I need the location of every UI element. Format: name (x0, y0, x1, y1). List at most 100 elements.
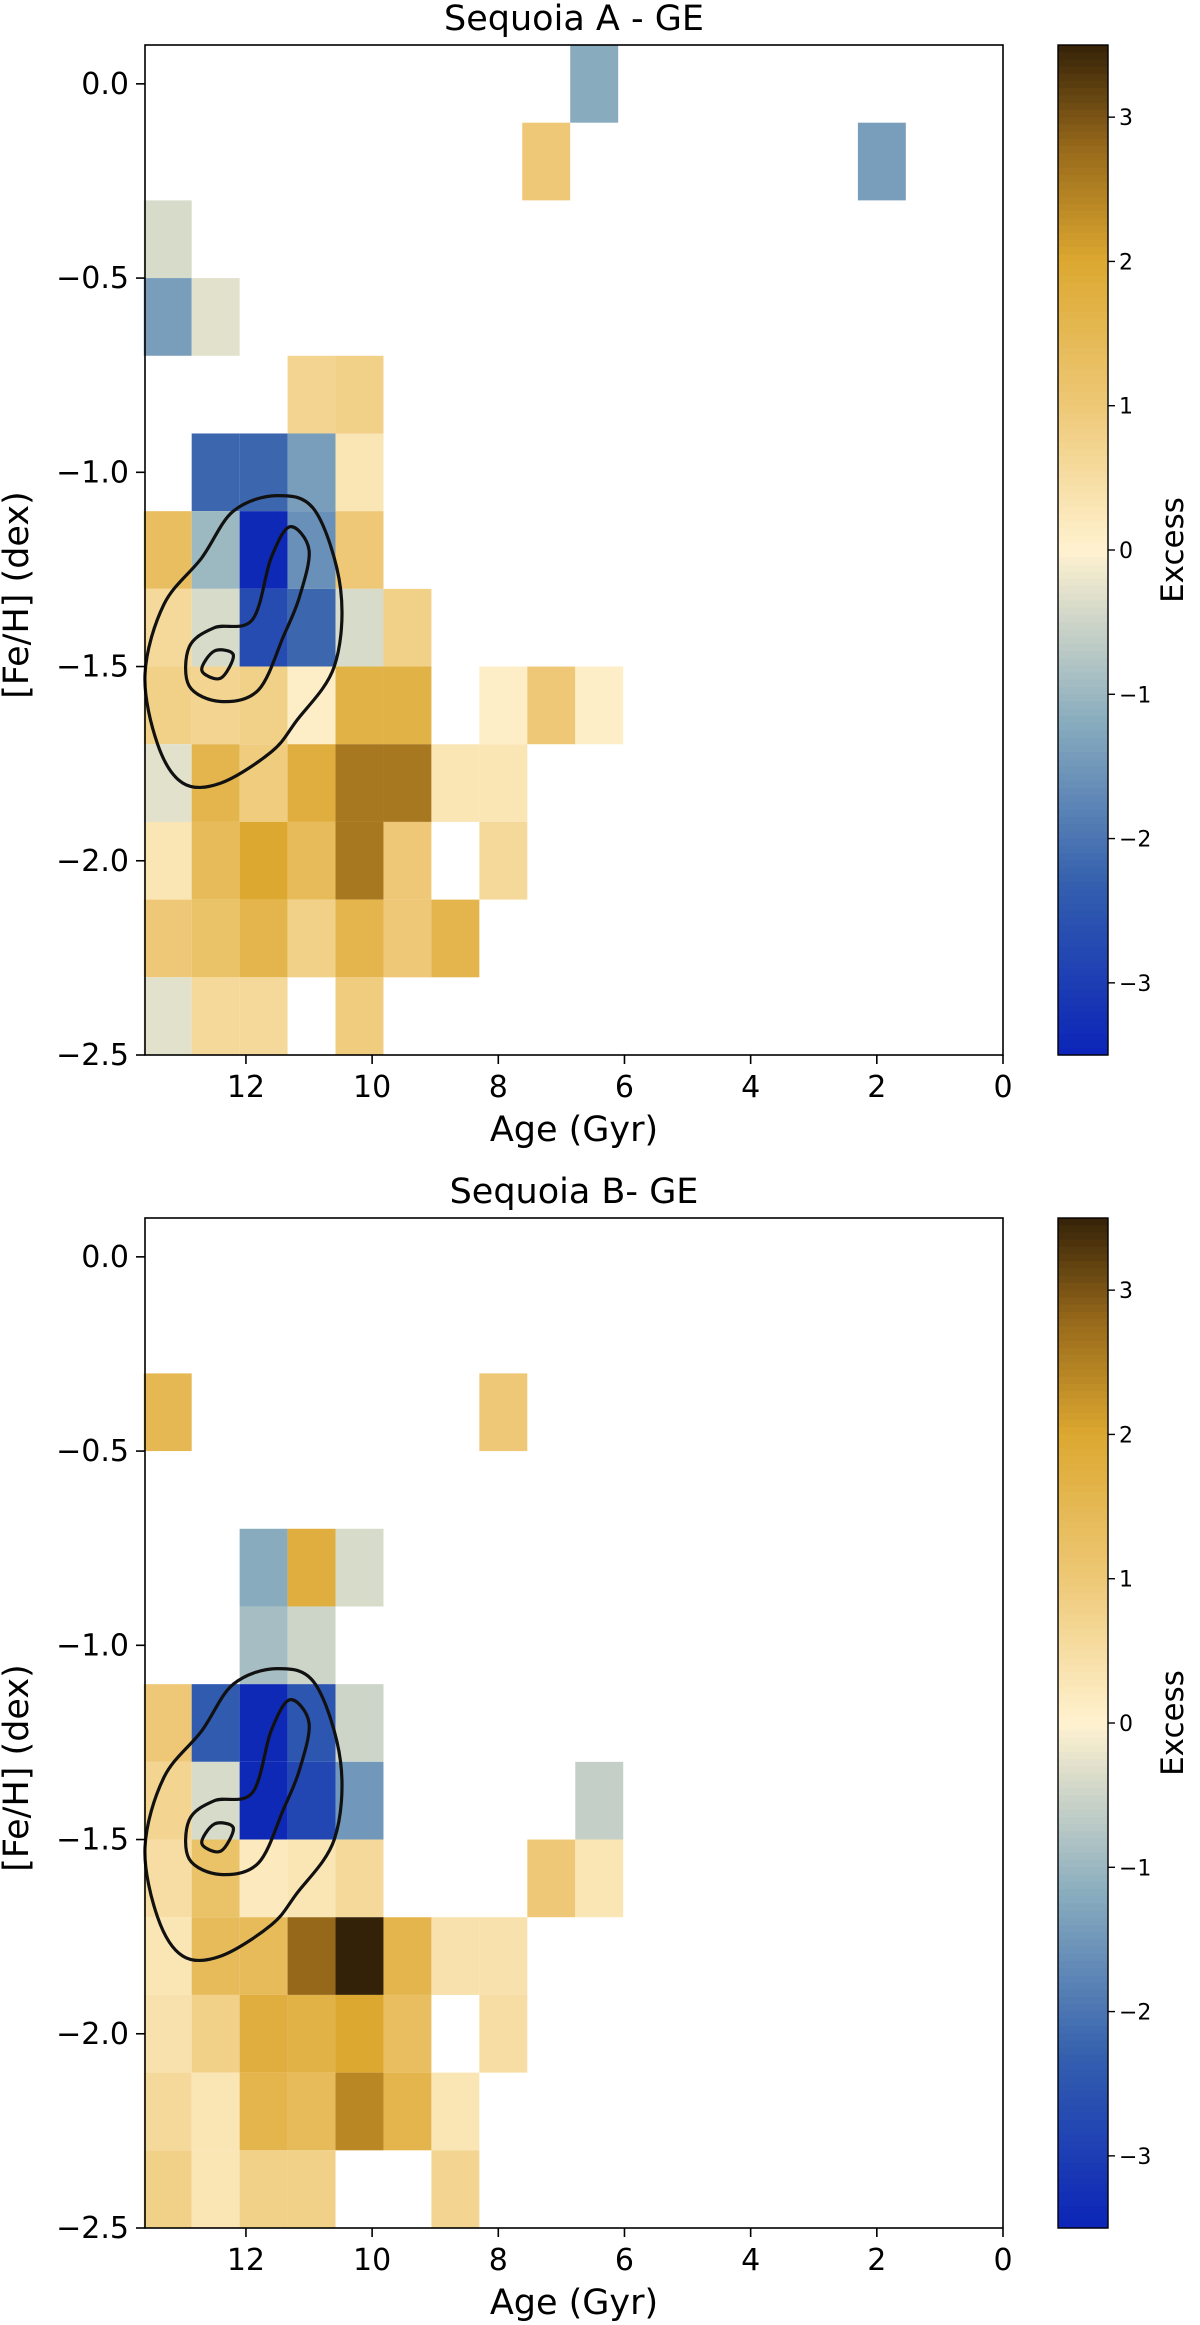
colorbar-segment (1058, 622, 1108, 630)
x-tick-label: 12 (227, 2243, 265, 2278)
heatmap-cell (431, 744, 480, 822)
colorbar-segment (1058, 434, 1108, 443)
colorbar-segment (1058, 1499, 1108, 1508)
colorbar-segment (1058, 45, 1108, 53)
x-tick-label: 4 (741, 2243, 760, 2278)
colorbar-segment (1058, 304, 1108, 313)
heatmap-cell (479, 1373, 528, 1452)
y-tick-label: −2.5 (56, 1038, 129, 1073)
colorbar-segment (1058, 52, 1108, 61)
colorbar-segment (1058, 218, 1108, 226)
heatmap-cell (287, 744, 336, 822)
colorbar-segment (1058, 311, 1108, 320)
colorbar-segment (1058, 1398, 1108, 1407)
colorbar-segment (1058, 1542, 1108, 1551)
colorbar-tick-label: 3 (1119, 106, 1133, 131)
colorbar-segment (1058, 816, 1108, 825)
colorbar-segment (1058, 2040, 1108, 2049)
colorbar-segment (1058, 470, 1108, 479)
colorbar-segment (1058, 1484, 1108, 1493)
y-tick-label: −2.0 (56, 844, 129, 879)
colorbar-segment (1058, 449, 1108, 457)
heatmap-cell (383, 1994, 432, 2073)
colorbar-segment (1058, 1593, 1108, 1601)
heatmap-cell (287, 1606, 336, 1685)
heatmap-cell (479, 666, 528, 745)
plot-frame (144, 1217, 1004, 2229)
colorbar-segment (1058, 2206, 1108, 2215)
colorbar-segment (1058, 1989, 1108, 1998)
heatmap-cell (431, 2072, 480, 2151)
heatmap-cell (143, 821, 192, 900)
colorbar-segment (1058, 2054, 1108, 2063)
colorbar-segment (1058, 391, 1108, 400)
colorbar-segment (1058, 773, 1108, 782)
colorbar-segment (1058, 802, 1108, 811)
colorbar-segment (1058, 355, 1108, 364)
heatmap-cell (191, 977, 240, 1055)
colorbar-segment (1058, 968, 1108, 977)
colorbar-segment (1058, 1852, 1108, 1861)
colorbar-segment (1058, 557, 1108, 566)
heatmap-cell (239, 511, 288, 589)
colorbar-segment (1058, 2213, 1108, 2222)
colorbar-segment (1058, 578, 1108, 587)
colorbar-segment (1058, 2047, 1108, 2056)
colorbar-segment (1058, 1773, 1108, 1782)
colorbar-segment (1058, 874, 1108, 883)
colorbar-segment (1058, 441, 1108, 450)
heatmap-cell (431, 2150, 480, 2228)
heatmap-cell (287, 2072, 336, 2151)
colorbar-segment (1058, 326, 1108, 335)
heatmap-cell (239, 588, 288, 667)
heatmap-cell (191, 278, 240, 356)
x-tick-label: 4 (741, 1070, 760, 1105)
colorbar-segment (1058, 600, 1108, 609)
colorbar-segment (1058, 1275, 1108, 1284)
y-tick-label: −1.0 (56, 455, 129, 490)
heatmap-cell (335, 2072, 384, 2151)
colorbar-segment (1058, 2033, 1108, 2042)
colorbar-segment (1058, 2083, 1108, 2092)
colorbar-tick-label: −2 (1119, 828, 1151, 853)
heatmap-cell (527, 666, 576, 745)
chart-title: Sequoia B- GE (450, 1172, 699, 1212)
colorbar-segment (1058, 1261, 1108, 1270)
x-tick-label: 2 (867, 2243, 886, 2278)
heatmap-cell (191, 433, 240, 512)
colorbar-segment (1058, 369, 1108, 378)
heatmap-cell (239, 2072, 288, 2151)
colorbar-segment (1058, 2004, 1108, 2013)
colorbar-segment (1058, 1975, 1108, 1984)
colorbar-segment (1058, 290, 1108, 299)
heatmap-cell (335, 666, 384, 745)
colorbar-segment (1058, 737, 1108, 746)
colorbar-segment (1058, 593, 1108, 602)
colorbar-tick-label: 1 (1119, 395, 1133, 420)
colorbar-segment (1058, 701, 1108, 710)
colorbar-segment (1058, 1881, 1108, 1890)
colorbar-segment (1058, 2018, 1108, 2027)
heatmap-cell (239, 2150, 288, 2228)
colorbar-segment (1058, 2134, 1108, 2143)
colorbar-segment (1058, 1282, 1108, 1291)
colorbar-segment (1058, 1737, 1108, 1746)
colorbar-segment (1058, 492, 1108, 501)
colorbar-segment (1058, 124, 1108, 133)
colorbar-segment (1058, 167, 1108, 176)
heatmap-cell (287, 1994, 336, 2073)
colorbar-label: Excess (1155, 497, 1191, 603)
colorbar-segment (1058, 881, 1108, 890)
colorbar-segment (1058, 2199, 1108, 2207)
colorbar-segment (1058, 420, 1108, 428)
colorbar-segment (1058, 297, 1108, 306)
colorbar-segment (1058, 1622, 1108, 1630)
colorbar-segment (1058, 1578, 1108, 1587)
colorbar-segment (1058, 939, 1108, 948)
colorbar-segment (1058, 788, 1108, 796)
heatmap-cell (191, 2150, 240, 2228)
heatmap-cell (479, 821, 528, 900)
colorbar-segment (1058, 1239, 1108, 1248)
heatmap-cell (239, 666, 288, 745)
colorbar-tick-label: −3 (1119, 2145, 1151, 2170)
